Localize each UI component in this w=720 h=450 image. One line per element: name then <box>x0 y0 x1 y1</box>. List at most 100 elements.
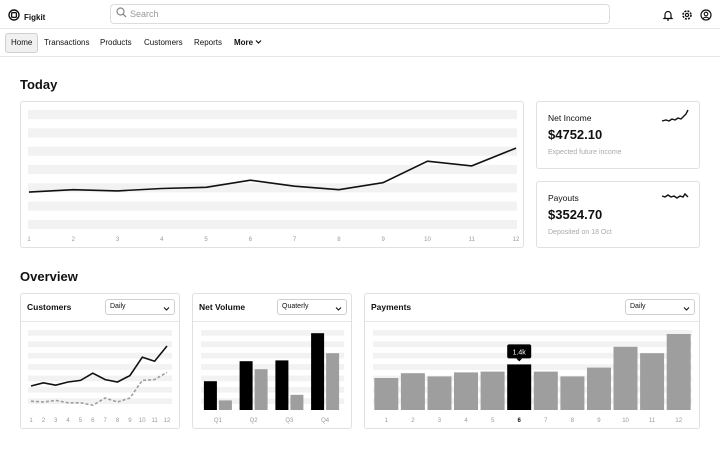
nav-reports[interactable]: Reports <box>194 38 223 47</box>
net-volume-period-select[interactable]: Quaterly <box>277 299 347 315</box>
grid-band <box>201 386 344 393</box>
nav-products[interactable]: Products <box>100 38 132 47</box>
payouts-sub: Deposited on 18 Oct <box>548 229 612 236</box>
grid-band <box>201 352 344 359</box>
x-tick-label: 12 <box>164 418 171 424</box>
grid-band <box>28 375 172 382</box>
bar <box>454 372 478 410</box>
nav-more[interactable]: More <box>229 33 267 53</box>
grid-band <box>373 330 692 336</box>
tooltip-label: 1.4k <box>513 349 527 356</box>
bar-primary <box>311 333 325 410</box>
nav-customers[interactable]: Customers <box>144 38 183 47</box>
bar <box>587 367 611 410</box>
x-tick-label: 9 <box>382 237 386 243</box>
chevron-down-icon <box>683 304 690 311</box>
bar-primary <box>275 360 289 410</box>
bar <box>560 376 585 410</box>
bar-secondary <box>290 394 304 410</box>
grid-band <box>28 341 172 348</box>
x-tick-label: 4 <box>66 418 70 424</box>
top-bar: Figkit <box>0 0 720 29</box>
payments-title: Payments <box>371 302 412 312</box>
bar <box>613 346 638 410</box>
x-tick-label: 5 <box>204 237 208 243</box>
payouts-label: Payouts <box>548 193 579 203</box>
user-icon[interactable] <box>700 8 712 21</box>
nav-transactions[interactable]: Transactions <box>44 38 90 47</box>
bell-icon[interactable] <box>662 8 674 21</box>
x-tick-label: 1 <box>27 237 31 243</box>
nav-home[interactable]: Home <box>5 33 39 53</box>
gear-icon[interactable] <box>681 8 693 20</box>
payouts-value: $3524.70 <box>548 207 603 222</box>
grid-band <box>28 364 172 370</box>
x-tick-label: 6 <box>518 418 522 424</box>
net-volume-period-value: Quaterly <box>282 303 309 310</box>
x-tick-label: 2 <box>42 418 46 424</box>
x-tick-label: 2 <box>72 237 76 243</box>
x-tick-label: 1 <box>29 418 33 424</box>
grid-band <box>28 219 517 229</box>
brand[interactable]: Figkit <box>8 8 45 26</box>
card-divider <box>193 321 351 322</box>
x-tick-label: 5 <box>491 418 495 424</box>
bar-primary <box>203 381 217 410</box>
chevron-down-icon <box>335 304 342 311</box>
grid-band <box>373 386 692 393</box>
chevron-down-icon <box>163 304 170 311</box>
customers-period-select[interactable]: Daily <box>105 299 175 315</box>
bar <box>666 334 691 410</box>
search-box[interactable] <box>110 4 610 24</box>
today-line-chart: 1 2 3 4 5 6 7 8 9 10 11 12 <box>27 110 520 243</box>
x-tick-label: 8 <box>571 418 575 424</box>
payouts-sparkline <box>661 192 689 199</box>
x-tick-label: 11 <box>152 418 159 424</box>
grid-band <box>28 352 172 359</box>
bar-secondary <box>254 369 268 410</box>
x-tick-label: 6 <box>91 418 95 424</box>
search-input[interactable] <box>130 9 580 19</box>
payments-period-select[interactable]: Daily <box>625 299 695 315</box>
payouts-card[interactable]: Payouts $3524.70 Deposited on 18 Oct <box>536 181 700 248</box>
search-icon <box>116 5 127 23</box>
grid-band <box>28 201 517 211</box>
x-tick-label: 10 <box>139 418 146 424</box>
x-tick-label: 12 <box>675 418 682 424</box>
net-volume-bar-chart: Q1 Q2 Q3 Q4 <box>201 330 344 424</box>
today-chart-card: 1 2 3 4 5 6 7 8 9 10 11 12 <box>20 101 524 248</box>
x-tick-label: 6 <box>249 237 253 243</box>
x-tick-label: Q4 <box>321 418 330 424</box>
bar <box>400 373 425 410</box>
bar <box>427 376 452 410</box>
net-income-card[interactable]: Net Income $4752.10 Expected future inco… <box>536 101 700 169</box>
x-tick-label: 11 <box>469 237 476 243</box>
series-line <box>30 345 168 387</box>
x-tick-label: 4 <box>160 237 164 243</box>
x-tick-label: 5 <box>79 418 83 424</box>
net-income-sub: Expected future income <box>548 149 622 156</box>
x-tick-label: 9 <box>597 418 601 424</box>
series-line <box>28 147 517 193</box>
x-tick-label: 10 <box>424 237 431 243</box>
grid-band <box>373 352 692 359</box>
net-volume-card: Net Volume Quaterly Q1 Q2 Q3 Q4 <box>192 293 352 429</box>
tooltip-arrow <box>516 358 523 362</box>
x-tick-label: 8 <box>337 237 341 243</box>
today-heading: Today <box>20 77 58 92</box>
x-tick-label: Q1 <box>214 418 223 424</box>
net-income-value: $4752.10 <box>548 127 603 142</box>
x-tick-label: Q3 <box>285 418 294 424</box>
x-tick-label: 7 <box>544 418 548 424</box>
grid-band <box>28 183 517 193</box>
logo-icon <box>8 8 20 26</box>
grid-band <box>201 341 344 348</box>
net-income-label: Net Income <box>548 113 592 123</box>
grid-band <box>28 164 517 175</box>
grid-band <box>373 398 692 404</box>
x-tick-label: 10 <box>622 418 629 424</box>
x-tick-label: Q2 <box>250 418 259 424</box>
net-volume-title: Net Volume <box>199 302 246 312</box>
grid-band <box>201 398 344 404</box>
x-tick-label: 9 <box>128 418 132 424</box>
